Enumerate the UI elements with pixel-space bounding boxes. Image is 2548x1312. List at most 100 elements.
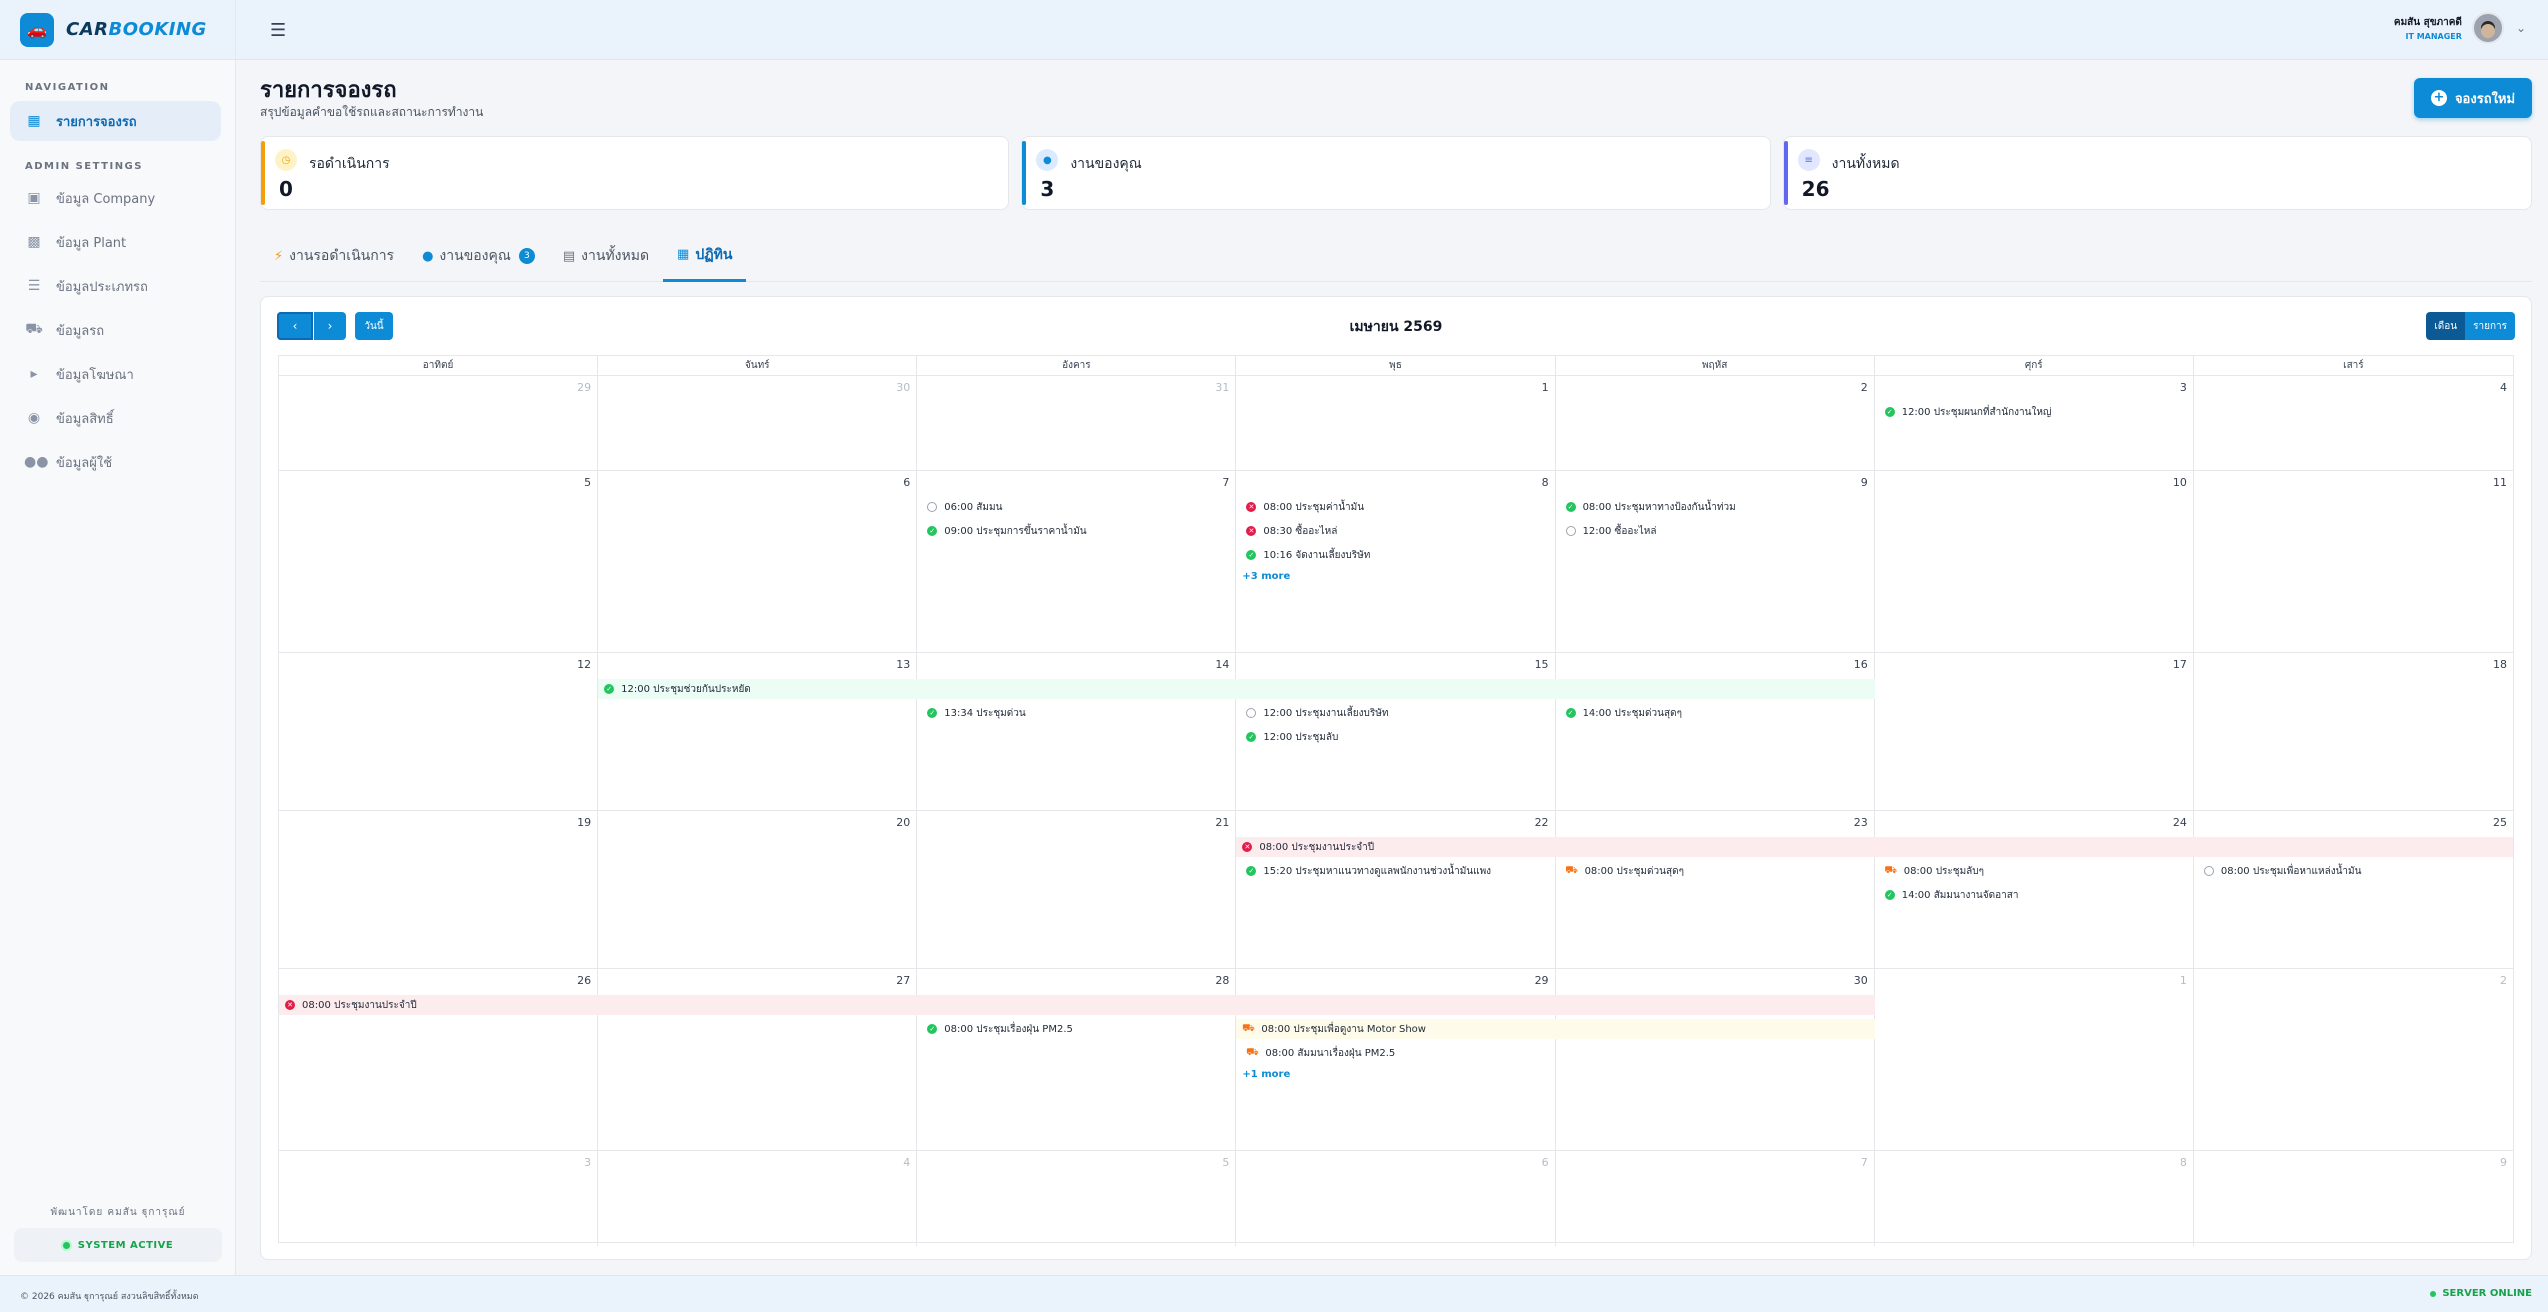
menu-toggle-icon[interactable]: ☰: [270, 20, 287, 41]
calendar-event[interactable]: 06:00 สัมมน: [921, 497, 1226, 517]
brand-logo[interactable]: 🚗 CARBOOKING: [0, 0, 235, 60]
calendar-event[interactable]: ✓ 15:20 ประชุมหาแนวทางดูแลพนักงานช่วงน้ำม…: [1240, 861, 1552, 881]
day-cell[interactable]: 8 ✕ 08:00 ประชุมค่าน้ำมัน ✕ 08:30 ซื้ออะไห…: [1236, 471, 1556, 652]
day-cell[interactable]: 3: [279, 1151, 599, 1246]
tab-label: งานของคุณ: [439, 248, 511, 264]
day-cell[interactable]: 4: [2194, 376, 2513, 470]
view-list-button[interactable]: รายการ: [2465, 312, 2515, 340]
calendar-event[interactable]: ✓ 08:00 ประชุมหาทางป้องกันน้ำท่วม: [1560, 497, 1865, 517]
day-number: 26: [577, 974, 592, 987]
calendar-icon: ▦: [27, 113, 41, 129]
calendar-event[interactable]: ✕ 08:00 ประชุมงานประจำปี: [279, 995, 1875, 1015]
calendar-event[interactable]: 08:00 ประชุมเพื่อหาแหล่งน้ำมัน: [2198, 861, 2504, 881]
day-cell[interactable]: 2: [2194, 969, 2513, 1150]
day-cell[interactable]: 16 ✓ 14:00 ประชุมด่วนสุดๆ: [1556, 653, 1875, 810]
day-cell[interactable]: 7: [1556, 1151, 1875, 1246]
tab-all[interactable]: ▤ งานทั้งหมด: [549, 230, 663, 282]
prev-month-button[interactable]: ‹: [277, 312, 313, 340]
sidebar-item-users[interactable]: ●● ข้อมูลผู้ใช้: [10, 442, 221, 482]
sidebar-item-ads[interactable]: ▸ ข้อมูลโฆษณา: [10, 354, 221, 394]
calendar-event[interactable]: 12:00 ซื้ออะไหล่: [1560, 521, 1865, 541]
day-cell[interactable]: 2: [1556, 376, 1875, 470]
user-check-icon: ●: [422, 248, 434, 264]
today-button[interactable]: วันนี้: [355, 312, 393, 340]
more-events-link[interactable]: +3 more: [1242, 571, 1291, 582]
day-cell[interactable]: 9: [2194, 1151, 2513, 1246]
day-cell[interactable]: 5: [279, 471, 599, 652]
stat-value: 3: [1040, 177, 1055, 201]
calendar-week: 5 6 7 06:00 สัมมน ✓ 09:00 ประชุมการขึ้นรา…: [279, 471, 2513, 653]
tab-calendar[interactable]: ▦ ปฏิทิน: [663, 230, 747, 282]
tab-label: งานรอดำเนินการ: [289, 248, 395, 264]
avatar[interactable]: [2471, 12, 2504, 44]
calendar-event[interactable]: ✕ 08:30 ซื้ออะไหล่: [1240, 521, 1545, 541]
day-cell[interactable]: 14 ✓ 13:34 ประชุมด่วน: [917, 653, 1237, 810]
day-cell[interactable]: 23 ⛟ 08:00 ประชุมด่วนสุดๆ: [1556, 811, 1875, 968]
tab-label: งานทั้งหมด: [581, 248, 650, 264]
sidebar-item-cars[interactable]: ⛟ ข้อมูลรถ: [10, 310, 221, 350]
calendar-event[interactable]: ⛟ 08:00 ประชุมเพื่อดูงาน Motor Show: [1236, 1019, 1875, 1039]
day-cell[interactable]: 18: [2194, 653, 2513, 810]
day-cell[interactable]: 11: [2194, 471, 2513, 652]
day-cell[interactable]: 6: [1236, 1151, 1556, 1246]
day-cell[interactable]: 4: [598, 1151, 918, 1246]
calendar-event[interactable]: ✓ 10:16 จัดงานเลี้ยงบริษัท: [1240, 545, 1545, 565]
sidebar-item-plant[interactable]: ▩ ข้อมูล Plant: [10, 222, 221, 262]
day-cell[interactable]: 30: [598, 376, 918, 470]
next-month-button[interactable]: ›: [314, 312, 346, 340]
calendar-event[interactable]: ✓ 14:00 ประชุมด่วนสุดๆ: [1560, 703, 1865, 723]
day-cell[interactable]: 1: [1875, 969, 2194, 1150]
sidebar-item-permissions[interactable]: ◉ ข้อมูลสิทธิ์: [10, 398, 221, 438]
day-cell[interactable]: 15 12:00 ประชุมงานเลี้ยงบริษัท ✓ 12:00 ปร…: [1236, 653, 1556, 810]
calendar-event[interactable]: ✓ 13:34 ประชุมด่วน: [921, 703, 1226, 723]
more-events-link[interactable]: +1 more: [1242, 1069, 1291, 1080]
calendar-event[interactable]: ✓ 14:00 สัมมนางานจัดอาสา: [1879, 885, 2184, 905]
calendar-event[interactable]: ✕ 08:00 ประชุมค่าน้ำมัน: [1240, 497, 1545, 517]
user-menu[interactable]: คมสัน สุขภาคดี IT MANAGER ⌄: [2394, 12, 2526, 44]
day-cell[interactable]: 31: [917, 376, 1237, 470]
calendar-event[interactable]: ✓ 12:00 ประชุมช่วยกันประหยัด: [598, 679, 1875, 699]
calendar-event[interactable]: ✓ 09:00 ประชุมการขึ้นราคาน้ำมัน: [921, 521, 1226, 541]
day-cell[interactable]: 25 08:00 ประชุมเพื่อหาแหล่งน้ำมัน: [2194, 811, 2513, 968]
day-cell[interactable]: 9 ✓ 08:00 ประชุมหาทางป้องกันน้ำท่วม 12:00…: [1556, 471, 1875, 652]
sidebar-item-car-types[interactable]: ☰ ข้อมูลประเภทรถ: [10, 266, 221, 306]
day-cell[interactable]: 26: [279, 969, 599, 1150]
day-cell[interactable]: 27: [598, 969, 918, 1150]
tab-yours[interactable]: ● งานของคุณ 3: [408, 230, 549, 282]
day-cell[interactable]: 30: [1556, 969, 1875, 1150]
calendar-event[interactable]: ✓ 12:00 ประชุมลับ: [1240, 727, 1545, 747]
day-cell[interactable]: 6: [598, 471, 918, 652]
day-cell[interactable]: 20: [598, 811, 918, 968]
tab-badge: 3: [518, 248, 535, 264]
chevron-down-icon[interactable]: ⌄: [2515, 21, 2526, 35]
calendar-event[interactable]: ✕ 08:00 ประชุมงานประจำปี: [1236, 837, 2513, 857]
day-cell[interactable]: 29 ⛟ 08:00 สัมมนาเรื่องฝุ่น PM2.5 +1 more: [1236, 969, 1556, 1150]
day-cell[interactable]: 22 ✓ 15:20 ประชุมหาแนวทางดูแลพนักงานช่วงน…: [1236, 811, 1556, 968]
day-cell[interactable]: 1: [1236, 376, 1556, 470]
calendar-event[interactable]: ⛟ 08:00 สัมมนาเรื่องฝุ่น PM2.5: [1240, 1043, 1545, 1063]
day-cell[interactable]: 10: [1875, 471, 2194, 652]
page-subtitle: สรุปข้อมูลคำขอใช้รถและสถานะการทำงาน: [260, 105, 484, 119]
day-cell[interactable]: 24 ⛟ 08:00 ประชุมลับๆ ✓ 14:00 สัมมนางานจัด…: [1875, 811, 2194, 968]
calendar-event[interactable]: ⛟ 08:00 ประชุมลับๆ: [1879, 861, 2184, 881]
day-cell[interactable]: 17: [1875, 653, 2194, 810]
calendar-event[interactable]: ✓ 08:00 ประชุมเรื่องฝุ่น PM2.5: [921, 1019, 1226, 1039]
view-month-button[interactable]: เดือน: [2426, 312, 2466, 340]
new-booking-button[interactable]: + จองรถใหม่: [2414, 78, 2532, 118]
calendar-event[interactable]: 12:00 ประชุมงานเลี้ยงบริษัท: [1240, 703, 1545, 723]
calendar-event[interactable]: ⛟ 08:00 ประชุมด่วนสุดๆ: [1560, 861, 1865, 881]
day-cell[interactable]: 19: [279, 811, 599, 968]
day-cell[interactable]: 29: [279, 376, 599, 470]
day-cell[interactable]: 8: [1875, 1151, 2194, 1246]
day-cell[interactable]: 12: [279, 653, 599, 810]
sidebar-item-company[interactable]: ▣ ข้อมูล Company: [10, 178, 221, 218]
day-cell[interactable]: 28 ✓ 08:00 ประชุมเรื่องฝุ่น PM2.5: [917, 969, 1237, 1150]
day-cell[interactable]: 21: [917, 811, 1237, 968]
calendar-event[interactable]: ✓ 12:00 ประชุมผนกที่สำนักงานใหญ่: [1879, 402, 2184, 422]
tab-pending[interactable]: ⚡ งานรอดำเนินการ: [260, 230, 408, 282]
day-cell[interactable]: 7 06:00 สัมมน ✓ 09:00 ประชุมการขึ้นราคาน้…: [917, 471, 1237, 652]
day-cell[interactable]: 13: [598, 653, 918, 810]
sidebar-item-bookings[interactable]: ▦ รายการจองรถ: [10, 101, 221, 141]
day-cell[interactable]: 5: [917, 1151, 1237, 1246]
day-cell[interactable]: 3 ✓ 12:00 ประชุมผนกที่สำนักงานใหญ่: [1875, 376, 2194, 470]
